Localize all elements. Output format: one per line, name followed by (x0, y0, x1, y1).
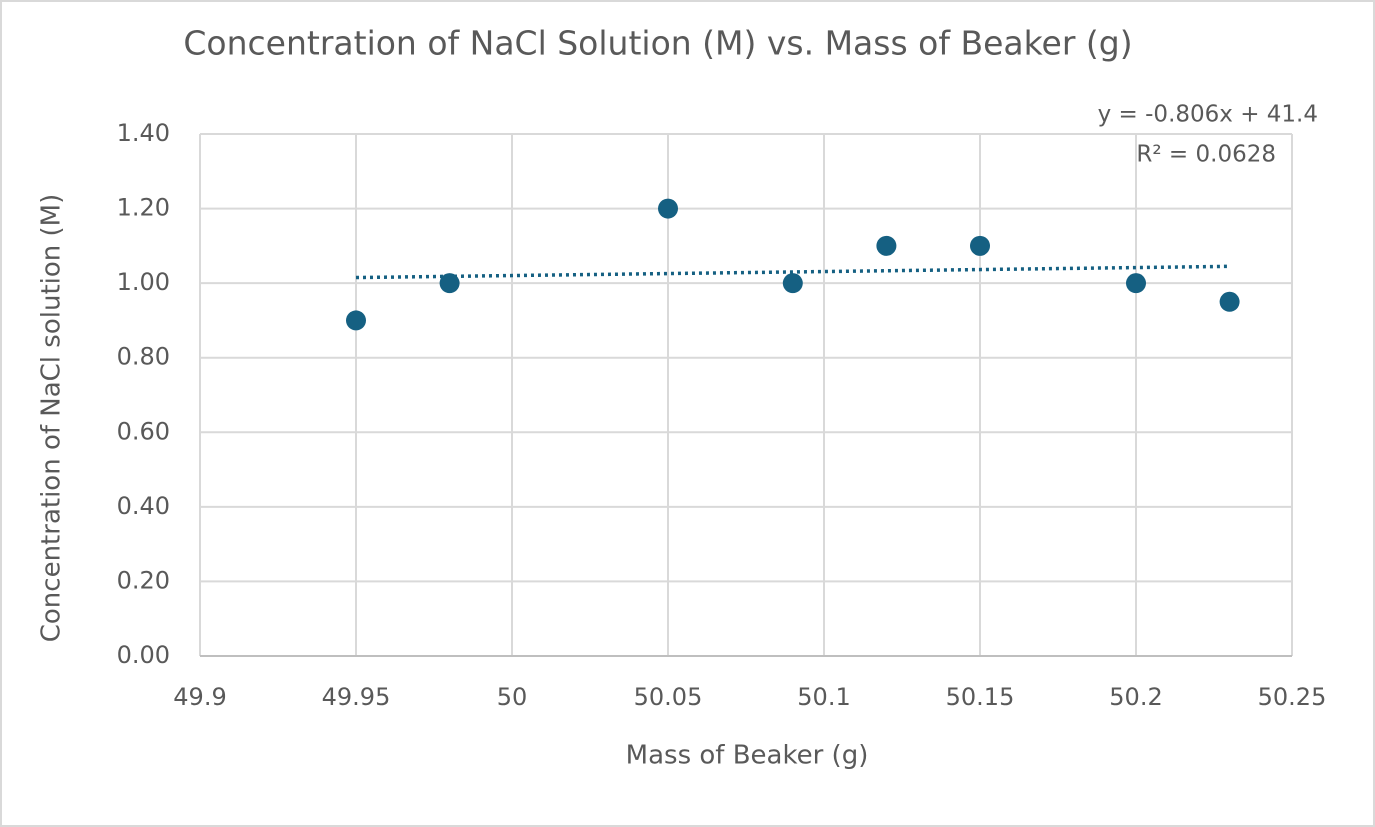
trend-equation: y = -0.806x + 41.4 (1098, 102, 1318, 128)
data-point (782, 273, 803, 294)
data-point (876, 235, 897, 256)
data-point (658, 198, 678, 219)
x-tick-label: 50.2 (1109, 683, 1162, 711)
y-tick-label: 0.20 (117, 566, 170, 594)
x-tick-label: 49.9 (173, 683, 226, 711)
y-tick-label: 1.20 (117, 194, 170, 222)
data-point (346, 310, 366, 331)
x-tick-label: 50.1 (797, 683, 850, 711)
x-tick-label: 50.15 (946, 683, 1015, 711)
y-tick-label: 0.60 (117, 417, 170, 445)
data-point (1126, 273, 1146, 294)
data-point (439, 273, 460, 294)
y-tick-label: 1.40 (117, 119, 170, 147)
trendline (355, 264, 1230, 280)
trend-r-squared: R² = 0.0628 (1136, 142, 1276, 168)
y-tick-label: 0.80 (117, 343, 170, 371)
x-tick-label: 49.95 (322, 683, 391, 711)
chart-title: Concentration of NaCl Solution (M) vs. M… (183, 24, 1132, 63)
y-tick-label: 0.00 (117, 641, 170, 669)
x-tick-label: 50.25 (1258, 683, 1327, 711)
x-axis-title: Mass of Beaker (g) (626, 741, 869, 771)
data-point (970, 235, 990, 256)
y-tick-label: 0.40 (117, 492, 170, 520)
data-point (1219, 291, 1240, 312)
x-tick-label: 50 (497, 683, 528, 711)
y-tick-label: 1.00 (117, 268, 170, 296)
y-axis-title: Concentration of NaCl solution (M) (37, 194, 67, 643)
x-tick-label: 50.05 (634, 683, 703, 711)
